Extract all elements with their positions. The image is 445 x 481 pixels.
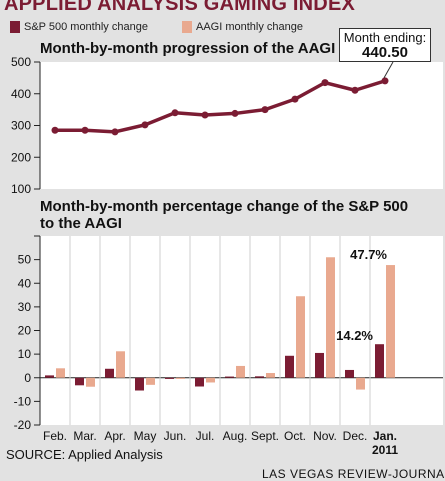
month-label: Sept.: [251, 429, 279, 443]
legend-aagi-label: AAGI monthly change: [196, 21, 304, 33]
bar-chart-tick-label: 20: [18, 324, 32, 338]
legend-aagi-swatch: [182, 21, 192, 33]
bar-chart-tick-label: 40: [18, 276, 32, 290]
sp500-bar: [45, 375, 54, 378]
line-chart-tick-label: 500: [11, 55, 31, 69]
aagi-point: [231, 109, 239, 117]
month-label: Nov.: [313, 429, 337, 443]
line-chart-title: Month-by-month progression of the AAGI: [40, 40, 336, 57]
legend-sp500-swatch: [10, 21, 20, 33]
line-chart-tick-label: 100: [11, 182, 31, 196]
bar-chart-tick-label: -10: [14, 394, 32, 408]
source-note: SOURCE: Applied Analysis: [6, 447, 163, 462]
aagi-bar: [56, 368, 65, 378]
legend-sp500: S&P 500 monthly change: [10, 21, 148, 33]
bar-chart-tick-label: 0: [24, 371, 31, 385]
sp500-bar: [285, 355, 294, 378]
aagi-point: [381, 77, 389, 85]
bar-chart-tick-label: -20: [14, 418, 32, 432]
aagi-point: [351, 86, 359, 94]
aagi-bar: [296, 296, 305, 378]
month-ending-callout: Month ending: 440.50: [339, 28, 431, 62]
aagi-jan-annotation: 47.7%: [350, 247, 387, 262]
aagi-point: [171, 109, 179, 117]
aagi-line: [55, 79, 386, 134]
line-chart-tick-label: 400: [11, 87, 31, 101]
month-label: Mar.: [73, 429, 96, 443]
sp500-bar: [225, 376, 234, 378]
aagi-bar: [206, 377, 215, 383]
bar-chart-title-line1: Month-by-month percentage change of the …: [40, 198, 409, 215]
month-label: Aug.: [223, 429, 248, 443]
page-title: APPLIED ANALYSIS GAMING INDEX: [4, 0, 356, 15]
sp500-bar: [135, 377, 144, 391]
bar-chart-title-line2: to the AAGI: [40, 215, 122, 232]
sp500-bar: [105, 368, 114, 378]
sp500-bar: [315, 352, 324, 378]
callout-value: 440.50: [362, 44, 408, 61]
legend-sp500-label: S&P 500 monthly change: [24, 21, 148, 33]
month-label: Jan.: [373, 429, 397, 443]
sp500-jan-annotation: 14.2%: [336, 328, 373, 343]
aagi-bar: [266, 373, 275, 378]
aagi-point: [81, 126, 89, 134]
credit-line: LAS VEGAS REVIEW-JOURNAL: [262, 467, 445, 481]
sp500-bar: [75, 377, 84, 386]
aagi-bar: [326, 257, 335, 378]
bar-chart-tick-label: 10: [18, 347, 32, 361]
aagi-point: [261, 106, 269, 114]
aagi-bar: [86, 377, 95, 387]
sp500-bar: [165, 377, 174, 379]
line-chart-tick-label: 200: [11, 150, 31, 164]
bar-chart-tick-label: 50: [18, 253, 32, 267]
sp500-bar: [195, 377, 204, 387]
aagi-point: [321, 79, 329, 87]
sp500-bar: [255, 376, 264, 378]
aagi-point: [141, 121, 149, 129]
aagi-point: [201, 111, 209, 119]
month-label: Oct.: [284, 429, 306, 443]
aagi-bar: [116, 351, 125, 378]
month-label: Feb.: [43, 429, 67, 443]
line-chart-tick-label: 300: [11, 119, 31, 133]
callout-pointer: [383, 61, 394, 79]
aagi-bar: [146, 377, 155, 385]
aagi-bar: [176, 377, 185, 379]
bar-chart-panel: [40, 236, 443, 425]
month-label: Apr.: [104, 429, 125, 443]
month-label: Jul.: [196, 429, 215, 443]
bar-chart-tick-label: 30: [18, 300, 32, 314]
aagi-bar: [236, 365, 245, 378]
legend-aagi: AAGI monthly change: [182, 21, 303, 33]
aagi-bar: [356, 377, 365, 390]
aagi-point: [111, 128, 119, 136]
month-label: May: [134, 429, 157, 443]
aagi-bar: [386, 265, 395, 378]
year-label: 2011: [372, 443, 398, 457]
aagi-point: [291, 95, 299, 103]
month-label: Dec.: [343, 429, 368, 443]
aagi-point: [51, 126, 59, 134]
sp500-bar: [345, 369, 354, 378]
month-label: Jun.: [164, 429, 187, 443]
callout-label: Month ending:: [343, 30, 427, 45]
sp500-bar: [375, 344, 384, 378]
